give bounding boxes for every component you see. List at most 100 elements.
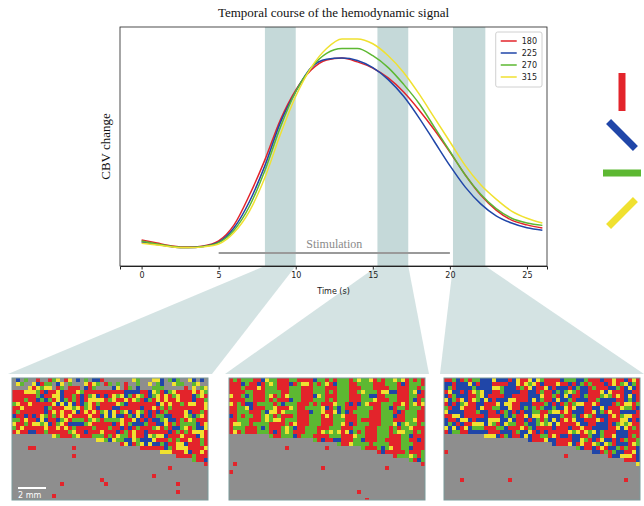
map-cell xyxy=(245,386,249,390)
map-cell xyxy=(96,394,100,398)
map-cell xyxy=(520,426,524,430)
map-cell xyxy=(456,402,460,406)
map-cell xyxy=(532,422,536,426)
map-cell xyxy=(361,382,365,386)
map-cell xyxy=(492,386,496,390)
map-cell xyxy=(132,434,136,438)
map-cell xyxy=(361,418,365,422)
map-cell xyxy=(132,442,136,446)
map-cell xyxy=(417,402,421,406)
map-cell xyxy=(488,378,492,382)
map-cell xyxy=(16,402,20,406)
map-cell xyxy=(341,438,345,442)
map-cell xyxy=(100,418,104,422)
map-cell xyxy=(148,414,152,418)
map-cell xyxy=(413,430,417,434)
map-cell xyxy=(192,454,196,458)
map-cell xyxy=(285,410,289,414)
map-cell xyxy=(305,378,309,382)
map-cell xyxy=(468,386,472,390)
map-cell xyxy=(456,422,460,426)
map-cell xyxy=(301,378,305,382)
map-cell xyxy=(504,414,508,418)
map-cell xyxy=(357,434,361,438)
map-cell xyxy=(64,430,68,434)
map-cell xyxy=(116,394,120,398)
map-cell xyxy=(60,398,64,402)
x-tick-label: 15 xyxy=(368,271,378,280)
map-cell xyxy=(241,406,245,410)
x-tick: 5 xyxy=(217,266,222,280)
map-cell xyxy=(381,430,385,434)
map-cell xyxy=(48,378,52,382)
map-cell xyxy=(377,410,381,414)
map-cell xyxy=(108,438,112,442)
map-cell xyxy=(140,414,144,418)
map-cell xyxy=(52,406,56,410)
map-cell xyxy=(124,386,128,390)
map-cell xyxy=(12,418,16,422)
map-cell xyxy=(36,394,40,398)
map-cell xyxy=(365,422,369,426)
map-cell xyxy=(468,414,472,418)
map-cell xyxy=(524,434,528,438)
map-cell xyxy=(92,414,96,418)
map-cell xyxy=(297,430,301,434)
map-cell xyxy=(532,390,536,394)
map-cell xyxy=(325,422,329,426)
map-cell xyxy=(56,410,60,414)
map-cell xyxy=(60,430,64,434)
map-cell xyxy=(345,414,349,418)
map-cell xyxy=(68,414,72,418)
map-cell xyxy=(293,422,297,426)
map-cell xyxy=(305,382,309,386)
map-cell xyxy=(480,430,484,434)
map-cell xyxy=(337,414,341,418)
map-cell xyxy=(409,406,413,410)
map-cell xyxy=(373,410,377,414)
map-cell xyxy=(405,410,409,414)
map-cell xyxy=(196,434,200,438)
map-cell xyxy=(164,398,168,402)
map-cell xyxy=(369,434,373,438)
map-cell xyxy=(397,454,401,458)
map-cell xyxy=(237,418,241,422)
map-cell xyxy=(389,386,393,390)
map-cell xyxy=(80,410,84,414)
map-cell xyxy=(317,386,321,390)
map-cell xyxy=(413,418,417,422)
map-cell xyxy=(365,398,369,402)
map-cell xyxy=(104,438,108,442)
map-cell xyxy=(233,414,237,418)
map-cell xyxy=(504,402,508,406)
map-cell xyxy=(148,406,152,410)
map-cell xyxy=(160,410,164,414)
map-cell xyxy=(532,430,536,434)
map-cell xyxy=(140,426,144,430)
map-cell xyxy=(253,406,257,410)
map-cell xyxy=(484,390,488,394)
map-cell xyxy=(472,406,476,410)
map-cell xyxy=(241,398,245,402)
map-cell xyxy=(397,414,401,418)
map-cell xyxy=(456,410,460,414)
map-cell xyxy=(313,410,317,414)
map-cell xyxy=(156,378,160,382)
map-cell xyxy=(96,426,100,430)
map-cell xyxy=(520,434,524,438)
map-cell xyxy=(112,390,116,394)
map-cell xyxy=(108,406,112,410)
map-cell xyxy=(245,406,249,410)
map-cell xyxy=(528,434,532,438)
map-cell xyxy=(124,402,128,406)
map-cell xyxy=(20,426,24,430)
map-cell xyxy=(281,418,285,422)
map-cell xyxy=(269,398,273,402)
map-cell xyxy=(472,386,476,390)
map-cell xyxy=(421,426,425,430)
map-cell xyxy=(413,398,417,402)
map-cell xyxy=(512,422,516,426)
map-cell xyxy=(76,390,80,394)
map-cell xyxy=(293,402,297,406)
map-cell xyxy=(32,410,36,414)
